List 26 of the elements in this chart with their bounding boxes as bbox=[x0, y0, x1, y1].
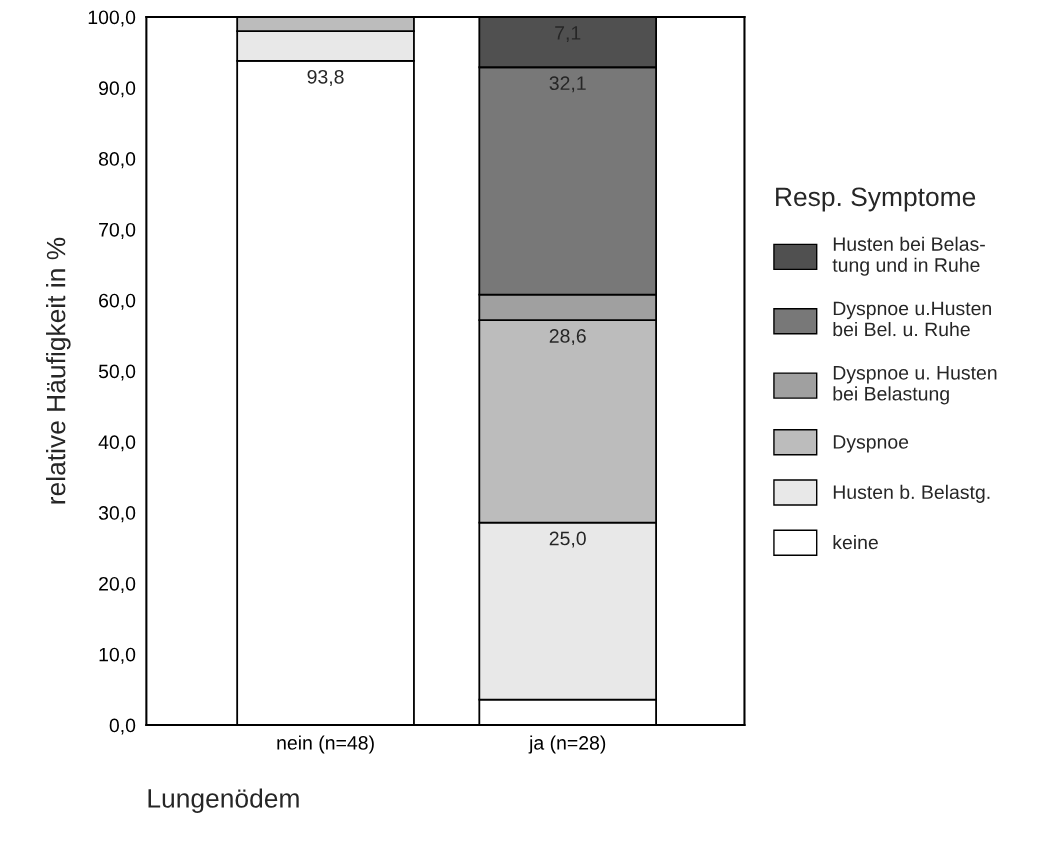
y-tick-label: 80,0 bbox=[98, 152, 136, 169]
legend-label: Dyspnoe u.Husten bei Bel. u. Ruhe bbox=[833, 301, 991, 337]
y-tick-label: 100,0 bbox=[88, 10, 136, 27]
y-tick-label: 40,0 bbox=[98, 435, 136, 452]
x-tick-label: ja (n=28) bbox=[528, 735, 606, 754]
y-axis-title: relative Häufigkeit in % bbox=[46, 237, 71, 504]
legend-title: Resp. Symptome bbox=[776, 187, 976, 212]
data-label: 28,6 bbox=[549, 329, 586, 346]
x-tick-label: nein (n=48) bbox=[277, 735, 374, 754]
data-label: 93,8 bbox=[307, 69, 344, 86]
y-tick-label: 0,0 bbox=[109, 718, 136, 735]
x-axis-title: Lungenödem bbox=[148, 788, 299, 813]
legend-label: Dyspnoe u. Husten bei Belastung bbox=[833, 366, 997, 405]
y-tick-label: 70,0 bbox=[99, 222, 136, 239]
y-tick-label: 10,0 bbox=[99, 647, 136, 664]
legend-label: Dyspnoe bbox=[833, 435, 909, 453]
y-tick-label: 60,0 bbox=[99, 293, 136, 310]
y-tick-label: 90,0 bbox=[99, 81, 136, 98]
y-tick-label: 30,0 bbox=[98, 506, 136, 523]
legend-label: Husten bei Belas- tung und in Ruhe bbox=[832, 236, 985, 276]
y-tick-label: 20,0 bbox=[99, 576, 136, 593]
data-label: 32,1 bbox=[549, 76, 586, 93]
legend-label: keine bbox=[833, 535, 878, 550]
legend-label: Husten b. Belastg. bbox=[833, 484, 990, 503]
data-label: 25,0 bbox=[549, 531, 586, 548]
y-tick-label: 50,0 bbox=[98, 364, 136, 381]
